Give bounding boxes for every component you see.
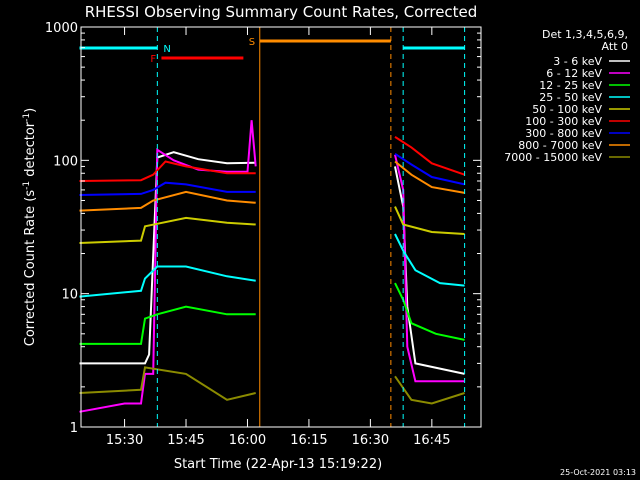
- plot-area: NF S: [79, 27, 466, 427]
- legend-label-9: 7000 - 15000 keV: [504, 151, 602, 164]
- series-line-8-1: [79, 190, 256, 212]
- flag-label-flare: F: [150, 54, 156, 65]
- y-tick-label-1: 1: [70, 421, 78, 436]
- legend-label-2: 6 - 12 keV: [546, 67, 602, 80]
- legend-label-5: 50 - 100 keV: [532, 103, 602, 116]
- legend-label-3: 12 - 25 keV: [539, 79, 602, 92]
- legend-label-7: 300 - 800 keV: [525, 127, 602, 140]
- y-label-mid: detector: [23, 121, 38, 181]
- series-line-3-1: [79, 305, 256, 345]
- y-tick-label-4: 1000: [45, 21, 78, 36]
- y-label-end: ): [23, 108, 38, 113]
- series-line-7-1: [79, 181, 256, 196]
- series-line-1-1: [79, 151, 256, 365]
- x-axis-label: Start Time (22-Apr-13 15:19:22): [174, 457, 382, 472]
- series-line-4-1: [79, 265, 256, 298]
- flag-label-saa: S: [249, 37, 255, 48]
- y-tick-label-2: 10: [61, 288, 78, 303]
- legend-label-1: 3 - 6 keV: [553, 55, 602, 68]
- series-line-3-2: [394, 282, 465, 341]
- x-tick-label-5: 16:30: [352, 433, 389, 448]
- x-tick-label-1: 15:30: [106, 433, 143, 448]
- legend-label-6: 100 - 300 keV: [525, 115, 602, 128]
- series-line-4-2: [394, 233, 465, 287]
- series-line-6-2: [394, 136, 465, 176]
- series-line-2-2: [394, 154, 465, 383]
- plot-frame: [80, 26, 482, 428]
- series-line-7-2: [394, 152, 465, 186]
- x-tick-label-3: 16:00: [229, 433, 266, 448]
- x-tick-label-6: 16:45: [413, 433, 450, 448]
- series-line-5-1: [79, 216, 256, 244]
- y-label-main: Corrected Count Rate (s: [23, 190, 38, 347]
- series-line-5-2: [394, 206, 465, 235]
- axes: 15:30 15:45 16:00 16:15 16:30 16:45 1 10 100 1000: [45, 21, 481, 448]
- series-line-9-1: [79, 366, 256, 401]
- x-tick-label-2: 15:45: [167, 433, 204, 448]
- series-line-1-2: [394, 166, 465, 375]
- y-tick-label-3: 100: [53, 154, 78, 169]
- x-tick-label-4: 16:15: [290, 433, 327, 448]
- chart-title: RHESSI Observing Summary Count Rates, Co…: [85, 3, 478, 21]
- flag-label-night: N: [163, 44, 170, 55]
- timestamp: 25-Oct-2021 03:13: [560, 468, 636, 477]
- legend-label-8: 800 - 7000 keV: [518, 139, 602, 152]
- y-label-sup-2: -1: [22, 113, 32, 122]
- series-line-6-1: [79, 160, 256, 182]
- legend-header-2: Att 0: [602, 40, 628, 53]
- series-line-8-2: [394, 160, 465, 194]
- y-label-sup-1: -1: [22, 181, 32, 190]
- y-axis-label: Corrected Count Rate (s-1 detector-1): [22, 108, 38, 346]
- legend-header-1: Det 1,3,4,5,6,9,: [542, 28, 628, 41]
- series-line-2-1: [79, 120, 257, 413]
- legend-label-4: 25 - 50 keV: [539, 91, 602, 104]
